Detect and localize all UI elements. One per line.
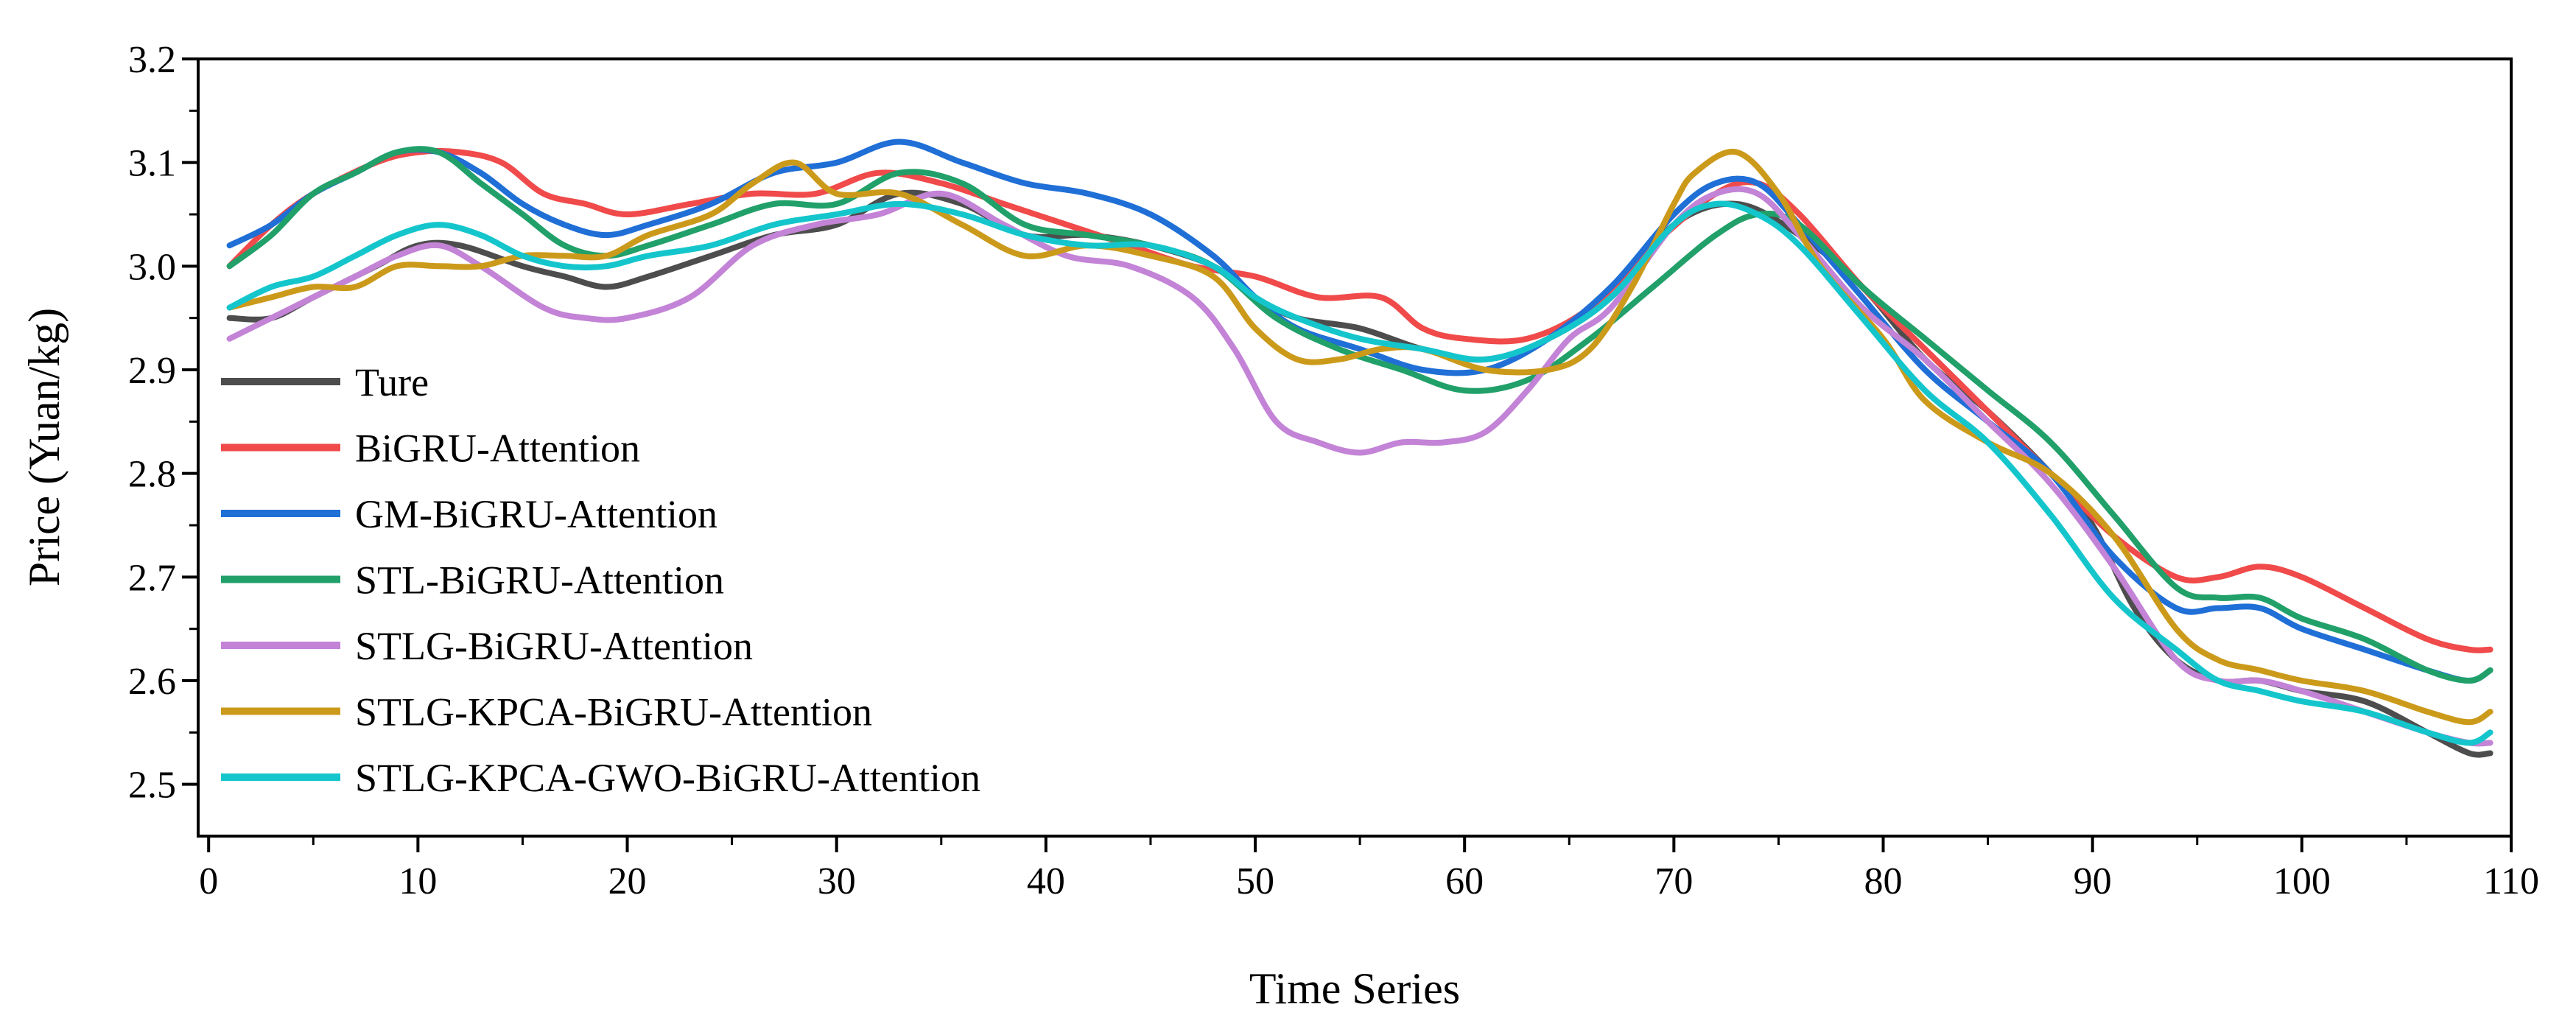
legend-label-2: BiGRU-Attention — [355, 427, 640, 471]
plot-frame — [197, 57, 2513, 838]
y-tick-label: 2.7 — [128, 557, 176, 599]
x-tick-label: 70 — [1654, 860, 1693, 902]
legend-label-1: Ture — [355, 360, 429, 404]
y-tick-label: 2.8 — [128, 454, 176, 496]
series-line-1 — [226, 189, 2493, 758]
series-lines — [226, 138, 2493, 758]
x-tick-label: 40 — [1027, 860, 1065, 902]
series-line-2 — [226, 147, 2493, 653]
x-axis-title: Time Series — [1249, 964, 1460, 1013]
x-tick-label: 80 — [1864, 860, 1903, 902]
y-tick-label: 3.1 — [128, 143, 176, 185]
x-tick-label: 50 — [1236, 860, 1274, 902]
axis-ticks: 0 10 20 30 40 50 60 70 80 90 100 110 2.5 2.6 2.7 2.8 2.9… — [128, 39, 2539, 902]
legend-label-6: STLG-KPCA-BiGRU-Attention — [355, 690, 872, 734]
x-tick-label: 100 — [2273, 860, 2331, 902]
x-tick-label: 30 — [818, 860, 856, 902]
legend: Ture BiGRU-Attention GM-BiGRU-Attention STL… — [221, 360, 980, 800]
legend-label-3: GM-BiGRU-Attention — [355, 492, 717, 536]
series-line-7 — [226, 200, 2493, 746]
x-tick-label: 90 — [2074, 860, 2112, 902]
legend-label-7: STLG-KPCA-GWO-BiGRU-Attention — [355, 756, 980, 800]
legend-label-4: STL-BiGRU-Attention — [355, 558, 724, 603]
x-tick-label: 60 — [1445, 860, 1484, 902]
x-tick-label: 20 — [608, 860, 647, 902]
y-tick-label: 2.6 — [128, 661, 176, 703]
y-tick-label: 3.2 — [128, 39, 176, 81]
y-axis-title: Price (Yuan/kg) — [20, 308, 69, 586]
y-tick-label: 2.5 — [128, 765, 176, 807]
legend-label-5: STLG-BiGRU-Attention — [355, 624, 753, 668]
x-tick-label: 0 — [199, 860, 218, 902]
x-tick-label: 10 — [399, 860, 437, 902]
y-tick-label: 3.0 — [128, 246, 176, 288]
series-line-5 — [226, 186, 2493, 747]
series-line-4 — [226, 146, 2493, 684]
y-tick-label: 2.9 — [128, 350, 176, 392]
x-tick-label: 110 — [2483, 860, 2539, 902]
